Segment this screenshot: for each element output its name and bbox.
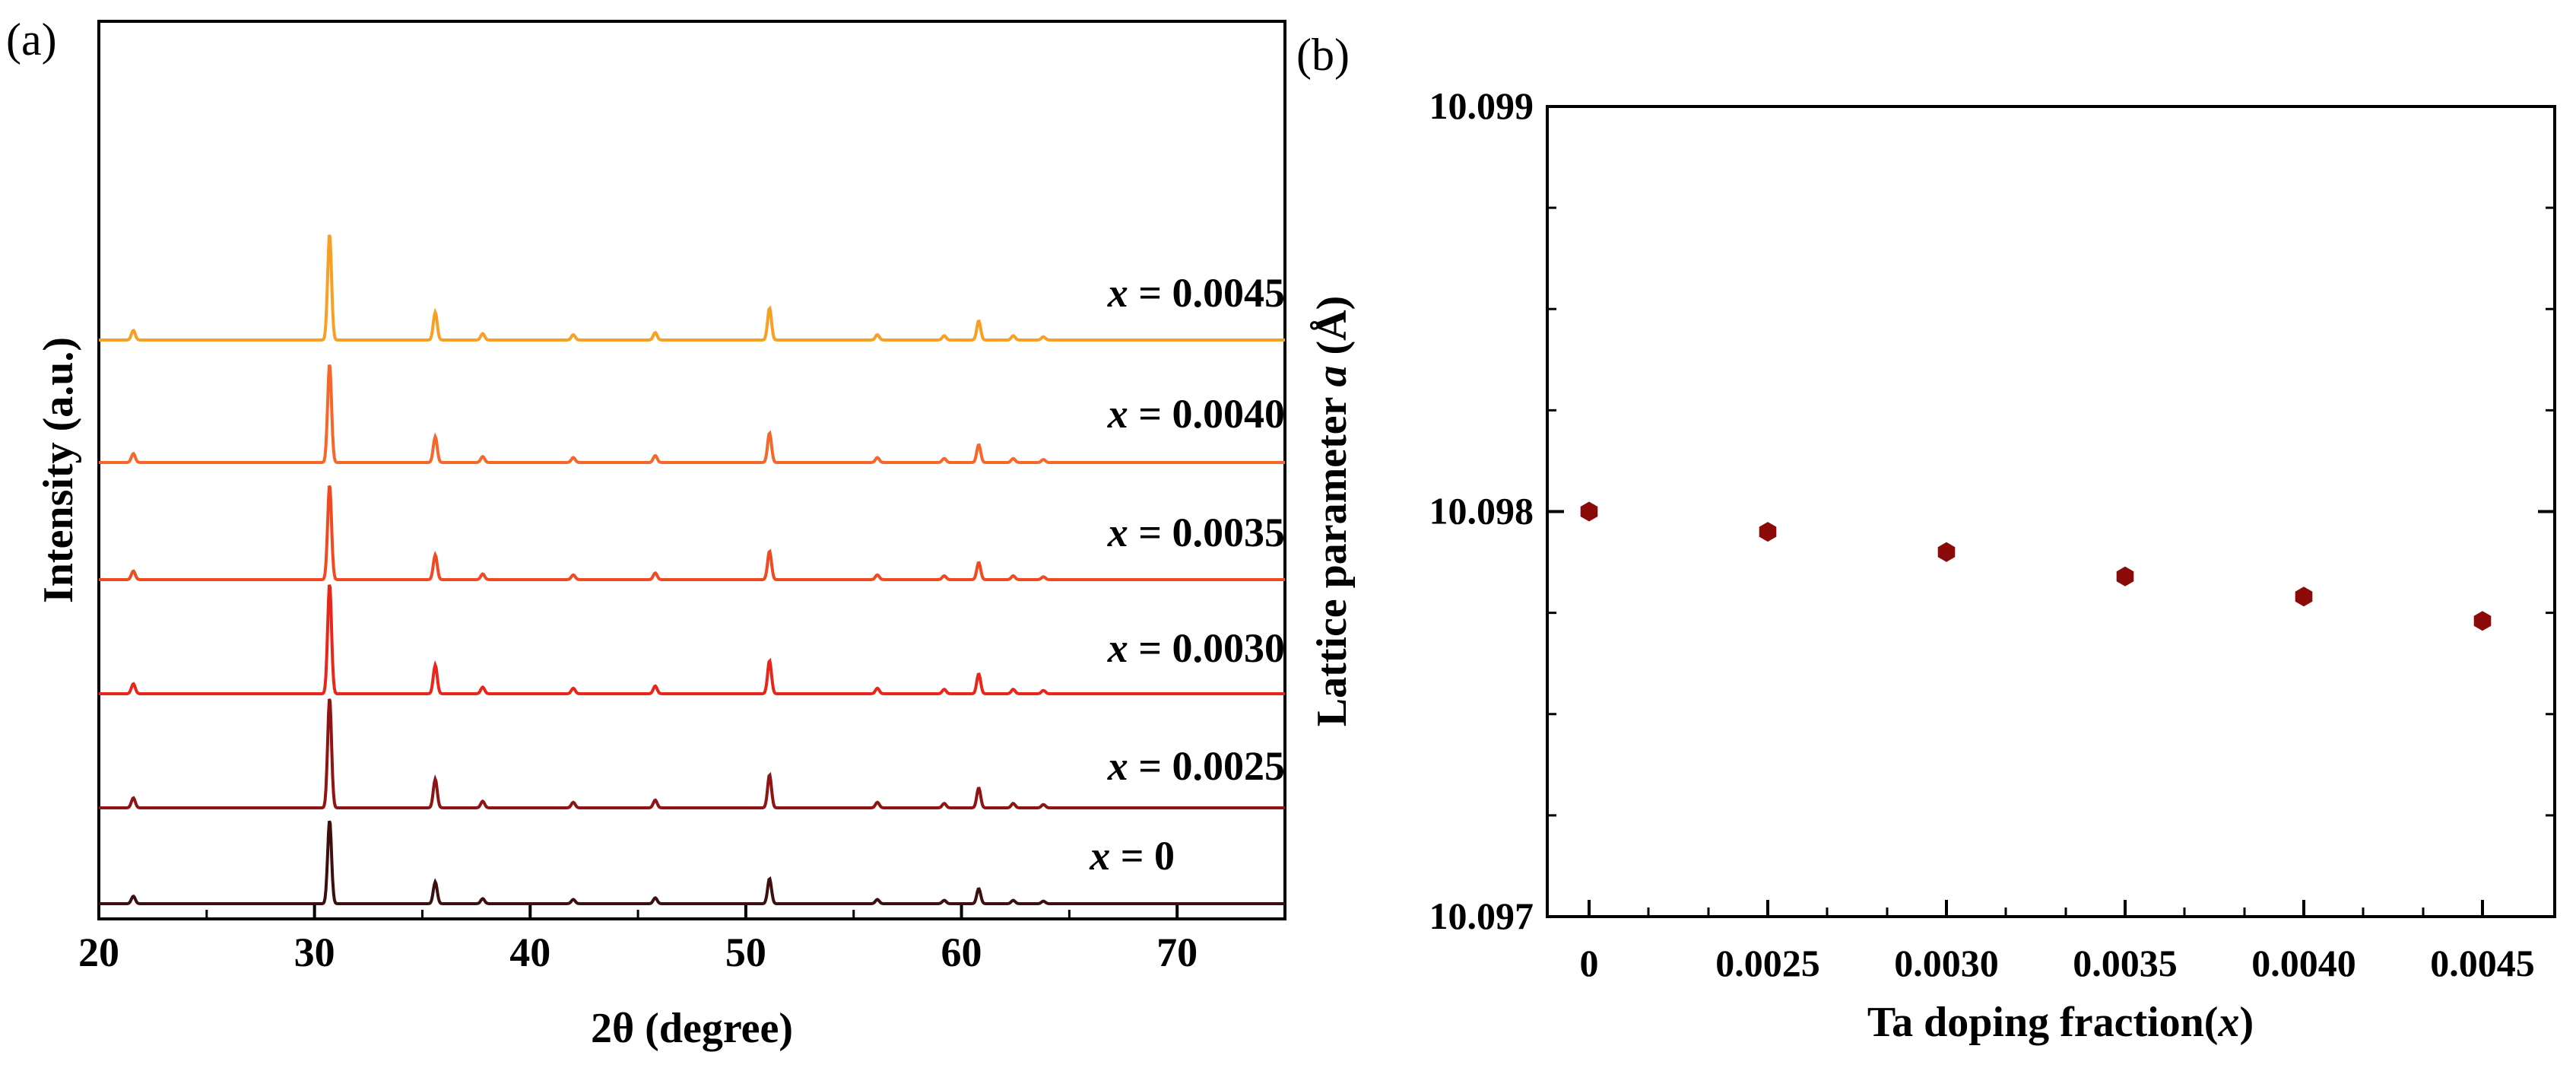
panel-b-ylabel-main: Lattice parameter [1309, 386, 1356, 726]
series-label: x = 0.0025 [1107, 743, 1285, 789]
data-point [2116, 566, 2134, 586]
panel-b-xlabel-main: Ta doping fraction( [1867, 999, 2219, 1046]
series-label-var: x [1107, 625, 1128, 671]
panel-b-ylabel-var: a [1309, 365, 1356, 386]
data-point [1580, 501, 1598, 522]
x-tick-label: 0 [1580, 942, 1599, 984]
x-tick-label: 70 [1156, 930, 1198, 975]
series-label: x = 0.0040 [1107, 391, 1285, 437]
series-label-var: x [1089, 833, 1110, 879]
x-tick-label: 0.0035 [2073, 942, 2178, 984]
series-label-var: x [1107, 510, 1128, 555]
series-label-value: = 0.0030 [1128, 625, 1285, 671]
x-tick-label: 0.0025 [1715, 942, 1820, 984]
data-point [2473, 611, 2492, 631]
series-label-value: = 0.0025 [1128, 743, 1285, 789]
data-point [2295, 586, 2313, 607]
panel-label-a: (a) [6, 14, 57, 65]
panel-a-frame [97, 20, 1286, 920]
panel-label-b: (b) [1296, 30, 1350, 80]
panel-b-frame [1546, 105, 2556, 918]
xrd-trace [99, 364, 1285, 464]
xrd-trace [99, 584, 1285, 695]
series-label-value: = 0 [1110, 833, 1175, 879]
y-tick-label: 10.099 [1429, 84, 1534, 127]
panel-b-ylabel: Lattice parameter a (Å) [1309, 296, 1356, 727]
x-tick-label: 0.0030 [1894, 942, 1999, 984]
y-tick-label: 10.098 [1429, 490, 1534, 532]
data-point [1759, 522, 1777, 542]
x-tick-label: 0.0040 [2251, 942, 2356, 984]
series-label-var: x [1107, 743, 1128, 789]
panel-a-ylabel: Intensity (a.u.) [35, 337, 82, 603]
x-tick-label: 30 [294, 930, 335, 975]
x-tick-label: 20 [78, 930, 119, 975]
series-label-value: = 0.0040 [1128, 391, 1285, 437]
panel-b-axes: 10.097 10.098 10.099 0 0.0025 0.0030 0.0035 0.0… [1429, 84, 2555, 984]
series-label: x = 0.0030 [1107, 625, 1285, 671]
series-label: x = 0 [1089, 833, 1175, 879]
xrd-trace [99, 485, 1285, 581]
panel-a-x-axis: 20 30 40 50 60 70 [78, 902, 1198, 975]
panel-b-xlabel-var: x [2217, 999, 2239, 1046]
series-label-value: = 0.0045 [1128, 270, 1285, 316]
x-tick-label: 40 [509, 930, 550, 975]
panel-b-xlabel-end: ) [2239, 999, 2254, 1046]
series-label-value: = 0.0035 [1128, 510, 1285, 555]
y-tick-label: 10.097 [1429, 895, 1534, 937]
panel-a-xlabel: 2θ (degree) [591, 1005, 793, 1052]
xrd-trace [99, 234, 1285, 342]
series-label-var: x [1107, 270, 1128, 316]
data-point [1937, 542, 1956, 562]
series-label-var: x [1107, 391, 1128, 437]
panel-b-points [1580, 501, 2492, 631]
series-label: x = 0.0045 [1107, 270, 1285, 316]
x-tick-label: 60 [941, 930, 982, 975]
panel-b-xlabel: Ta doping fraction(x) [1867, 999, 2254, 1046]
series-label: x = 0.0035 [1107, 510, 1285, 555]
x-tick-label: 0.0045 [2430, 942, 2535, 984]
panel-b-ylabel-end: (Å) [1309, 296, 1356, 366]
panel-a-traces [99, 234, 1285, 905]
x-tick-label: 50 [725, 930, 766, 975]
xrd-trace [99, 698, 1285, 809]
xrd-trace [99, 820, 1285, 905]
